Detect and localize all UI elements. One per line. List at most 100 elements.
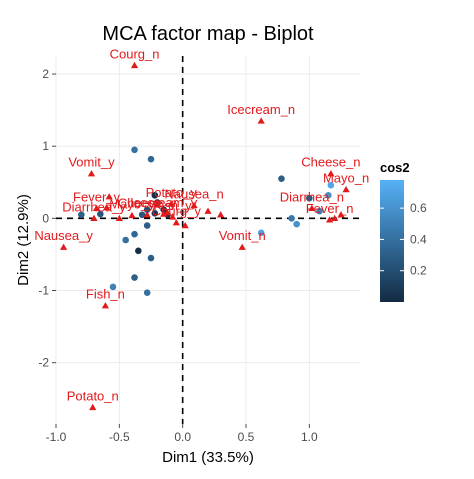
variable-label-1: Icecream_n (227, 102, 295, 117)
variable-marker-11 (238, 243, 246, 250)
variable-marker-7 (92, 204, 101, 211)
variable-label-19: Fish_y (153, 198, 192, 213)
variable-marker-9 (308, 204, 316, 211)
individual-point-2 (151, 191, 159, 199)
individual-point-1 (147, 155, 155, 163)
y-tick-label-2: 0 (42, 211, 49, 225)
variable-marker-22 (115, 214, 123, 222)
y-tick-label-0: -2 (38, 356, 49, 370)
variable-marker-15 (128, 211, 136, 219)
plot-background (56, 56, 360, 424)
variable-label-5: Potato_y (146, 185, 198, 200)
variable-label-2: Vomit_y (68, 155, 115, 170)
variable-marker-19 (168, 213, 177, 220)
individual-point-9 (143, 222, 151, 229)
individual-point-25 (325, 191, 332, 199)
x-tick-label-2: 0.0 (174, 430, 191, 444)
y-tick-label-3: 1 (42, 139, 49, 153)
individual-point-11 (122, 236, 129, 244)
variable-marker-5 (167, 200, 175, 207)
individual-point-16 (109, 283, 117, 291)
variable-marker-14 (89, 403, 97, 411)
variable-label-16: Cheese_y (118, 196, 177, 211)
individual-point-20 (306, 194, 313, 202)
individual-point-22 (293, 220, 300, 228)
individual-point-12 (135, 247, 142, 255)
variable-marker-0 (130, 61, 139, 69)
individual-point-24 (316, 207, 323, 215)
variable-label-18: Icecream_y (130, 195, 198, 210)
variable-marker-17 (172, 219, 180, 226)
legend-tick-label-1: 0.4 (410, 232, 427, 246)
variable-marker-28 (331, 214, 339, 222)
variable-marker-6 (190, 201, 198, 209)
chart-title: MCA factor map - Biplot (102, 23, 314, 45)
legend-ticks: 0.2 0.4 0.6 (380, 201, 427, 278)
variable-marker-26 (204, 207, 212, 214)
variable-marker-4 (342, 185, 350, 193)
individual-point-10 (131, 230, 138, 238)
legend-colorbar (380, 180, 404, 302)
y-tick-label-1: -1 (38, 284, 49, 298)
individual-point-19 (278, 175, 285, 182)
variable-marker-23 (153, 198, 161, 206)
x-tick-label-0: -1.0 (46, 430, 67, 444)
individual-point-0 (131, 146, 138, 154)
y-tick-label-4: 2 (42, 67, 49, 81)
variable-label-12: Nausea_y (34, 228, 93, 243)
x-axis-label: Dim1 (33.5%) (162, 449, 254, 466)
x-axis-ticks: -1.0 -0.5 0.0 0.5 1.0 (46, 424, 318, 444)
variable-label-4: Mayo_n (323, 170, 369, 185)
variable-label-8: Diarrhea_y (62, 199, 126, 214)
x-tick-label-3: 0.5 (238, 430, 255, 444)
variable-label-11: Vomit_n (219, 228, 266, 243)
individual-point-14 (131, 274, 138, 281)
variable-marker-21 (103, 203, 111, 211)
variable-label-7: Fever_y (73, 189, 120, 204)
variable-marker-24 (163, 208, 172, 216)
variable-label-6: Nausea_n (164, 186, 223, 201)
legend-tick-label-0: 0.2 (410, 264, 427, 278)
individual-point-4 (143, 206, 151, 213)
variable-label-13: Fish_n (86, 287, 125, 302)
variable-marker-3 (327, 170, 335, 177)
variable-marker-20 (105, 193, 113, 200)
variable-marker-2 (87, 170, 96, 177)
variables-layer (60, 61, 350, 411)
variable-marker-8 (90, 214, 98, 222)
variable-label-14: Potato_n (67, 388, 119, 403)
variable-marker-25 (181, 221, 189, 229)
legend-title: cos2 (380, 160, 410, 175)
variable-marker-27 (217, 211, 225, 218)
individual-point-5 (138, 211, 146, 219)
variable-label-9: Diarrhea_n (280, 189, 344, 204)
variable-label-17: Courg_y (152, 204, 202, 219)
legend-tick-label-2: 0.6 (410, 201, 427, 215)
variable-marker-13 (101, 302, 109, 309)
variable-marker-16 (143, 211, 151, 218)
variable-marker-12 (60, 243, 68, 250)
individual-point-23 (257, 229, 265, 237)
variable-marker-1 (257, 117, 265, 124)
variable-marker-29 (337, 211, 345, 218)
x-tick-label-4: 1.0 (301, 430, 318, 444)
individual-point-15 (143, 289, 151, 296)
y-axis-label: Dim2 (12.9%) (15, 194, 32, 286)
individual-point-18 (97, 210, 104, 218)
cos2-legend: cos2 0.2 0.4 0.6 (380, 160, 427, 302)
variable-label-15: Mayo_y (109, 196, 155, 211)
variable-label-0: Courg_n (110, 46, 160, 61)
variable-label-3: Cheese_n (301, 155, 360, 170)
individual-point-26 (327, 181, 335, 189)
individual-point-6 (151, 210, 159, 217)
y-axis-ticks: -2 -1 0 1 2 (38, 67, 56, 370)
individual-point-13 (147, 254, 155, 262)
x-tick-label-1: -0.5 (109, 430, 130, 444)
individual-point-21 (288, 215, 295, 222)
grid-layer (55, 56, 360, 424)
individual-point-8 (160, 206, 167, 213)
reference-lines (56, 56, 360, 424)
